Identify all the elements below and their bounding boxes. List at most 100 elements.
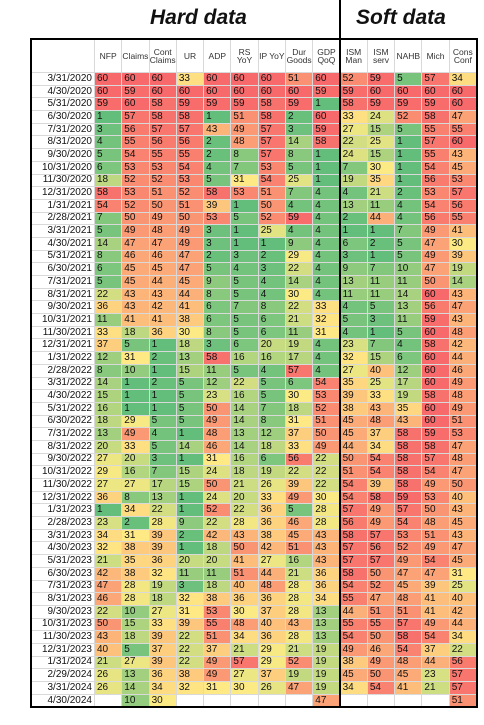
heat-cell: 46 — [149, 250, 176, 263]
heat-cell: 39 — [422, 580, 449, 593]
heat-cell: 6 — [258, 314, 285, 326]
heat-cell: 5 — [122, 643, 149, 656]
hard-data-title: Hard data — [150, 6, 247, 29]
heat-cell: 56 — [422, 174, 449, 187]
heat-cell: 54 — [422, 161, 449, 174]
heat-cell: 6 — [231, 339, 258, 352]
heat-cell: 54 — [340, 479, 367, 491]
heat-cell: 1 — [149, 339, 176, 352]
heat-cell: 30 — [231, 605, 258, 618]
heat-cell: 52 — [367, 580, 395, 593]
heat-cell: 57 — [422, 73, 449, 85]
heat-cell: 47 — [176, 250, 204, 263]
heat-cell: 8 — [286, 149, 313, 161]
heat-cell: 11 — [204, 364, 231, 377]
heat-cell: 53 — [422, 491, 449, 504]
heat-cell: 4 — [313, 250, 340, 263]
heat-cell: 10 — [122, 364, 149, 377]
heat-cell: 30 — [449, 237, 476, 250]
heat-cell: 47 — [149, 237, 176, 250]
heat-cell: 60 — [395, 85, 422, 98]
heat-cell: 21 — [286, 643, 313, 656]
row-date: 11/30/2023 — [32, 631, 94, 643]
heat-cell: 48 — [204, 428, 231, 440]
row-date: 11/30/2022 — [32, 479, 94, 491]
heat-cell: 42 — [95, 567, 122, 580]
heat-cell: 59 — [286, 98, 313, 111]
heat-cell: 60 — [149, 73, 176, 85]
heat-cell: 36 — [313, 580, 340, 593]
row-date: 12/31/2023 — [32, 643, 94, 656]
heat-cell: 13 — [313, 618, 340, 631]
heat-cell: 50 — [367, 567, 395, 580]
heat-cell: 13 — [95, 428, 122, 440]
heat-cell: 58 — [395, 428, 422, 440]
heat-cell: 51 — [286, 73, 313, 85]
heat-cell: 23 — [204, 390, 231, 402]
heat-cell: 22 — [286, 301, 313, 314]
heat-cell: 4 — [395, 212, 422, 225]
heat-cell: 5 — [176, 402, 204, 415]
heat-cell: 41 — [449, 225, 476, 237]
heat-cell: 16 — [286, 555, 313, 567]
heat-cell: 45 — [449, 161, 476, 174]
heat-cell: 52 — [313, 402, 340, 415]
heat-cell: 54 — [340, 580, 367, 593]
heat-cell: 31 — [122, 352, 149, 364]
heat-cell: 44 — [367, 212, 395, 225]
heat-cell: 58 — [395, 466, 422, 478]
empty-cell — [95, 694, 122, 707]
heat-cell: 53 — [176, 174, 204, 187]
heat-cell: 59 — [340, 85, 367, 98]
heat-cell: 59 — [286, 212, 313, 225]
heat-cell: 4 — [395, 199, 422, 212]
heat-cell: 2 — [149, 377, 176, 390]
heat-cell: 57 — [395, 618, 422, 631]
heat-cell: 15 — [367, 149, 395, 161]
column-header: Dur Goods — [286, 40, 313, 72]
heat-cell: 54 — [367, 682, 395, 694]
heat-cell: 31 — [122, 529, 149, 542]
heat-cell: 57 — [395, 504, 422, 517]
heat-cell: 34 — [231, 631, 258, 643]
heat-cell: 16 — [231, 352, 258, 364]
heat-cell: 18 — [204, 542, 231, 555]
heat-cell: 54 — [422, 555, 449, 567]
heat-cell: 41 — [176, 301, 204, 314]
heat-cell: 24 — [204, 491, 231, 504]
column-header: ISM Man — [340, 40, 367, 72]
row-date: 9/30/2023 — [32, 605, 94, 618]
heat-cell: 29 — [258, 656, 285, 669]
heat-cell: 39 — [149, 529, 176, 542]
heat-cell: 21 — [95, 656, 122, 669]
heat-cell: 59 — [122, 85, 149, 98]
heat-cell: 30 — [231, 682, 258, 694]
heat-cell: 1 — [149, 390, 176, 402]
heat-cell: 47 — [176, 263, 204, 275]
heat-cell: 40 — [95, 643, 122, 656]
heat-cell: 37 — [258, 605, 285, 618]
heat-cell: 49 — [176, 225, 204, 237]
heat-cell: 50 — [204, 402, 231, 415]
heat-cell: 4 — [95, 136, 122, 149]
heat-cell: 48 — [395, 593, 422, 605]
heat-cell: 13 — [122, 669, 149, 681]
heat-cell: 6 — [204, 314, 231, 326]
heat-cell: 1 — [231, 225, 258, 237]
heat-cell: 3 — [231, 250, 258, 263]
heat-cell: 31 — [313, 326, 340, 339]
empty-cell — [367, 694, 395, 707]
heat-cell: 13 — [313, 631, 340, 643]
heat-cell: 58 — [395, 453, 422, 466]
column-header: Mich — [422, 40, 449, 72]
column-header: RS YoY — [231, 40, 258, 72]
heat-cell: 4 — [149, 428, 176, 440]
heat-cell: 56 — [286, 453, 313, 466]
row-date: 11/30/2020 — [32, 174, 94, 187]
heat-cell: 50 — [340, 453, 367, 466]
row-date: 2/28/2023 — [32, 517, 94, 529]
column-header: ADP — [204, 40, 231, 72]
heat-cell: 9 — [176, 517, 204, 529]
heat-cell: 46 — [95, 593, 122, 605]
heat-cell: 7 — [95, 212, 122, 225]
